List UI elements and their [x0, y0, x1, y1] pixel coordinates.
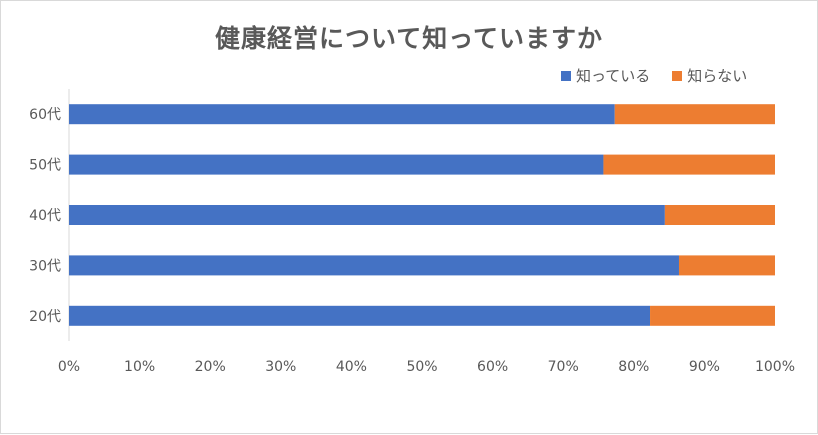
y-tick-label: 40代	[29, 208, 61, 224]
legend-item-unknown: 知らない	[672, 65, 747, 86]
x-tick-label: 70%	[548, 359, 579, 375]
bar-unknown-20代	[650, 305, 775, 326]
y-tick-label: 30代	[29, 258, 61, 274]
legend-item-known: 知っている	[561, 65, 650, 86]
y-tick-label: 20代	[29, 309, 61, 325]
x-tick-label: 30%	[265, 359, 296, 375]
chart-title: 健康経営について知っていますか	[214, 24, 603, 53]
bar-known-20代	[69, 305, 651, 326]
y-tick-label: 50代	[29, 158, 61, 174]
x-tick-label: 10%	[124, 359, 155, 375]
x-tick-label: 100%	[755, 359, 795, 375]
bar-unknown-60代	[614, 104, 775, 125]
bar-known-30代	[69, 255, 679, 276]
bar-unknown-50代	[603, 154, 775, 175]
y-tick-label: 60代	[29, 107, 61, 123]
legend-swatch-unknown	[672, 70, 683, 81]
legend-label-known: 知っている	[576, 67, 651, 85]
legend-label-unknown: 知らない	[687, 67, 748, 85]
bar-unknown-30代	[678, 255, 775, 276]
bar-known-40代	[69, 205, 665, 225]
x-tick-label: 60%	[477, 359, 508, 375]
x-tick-label: 50%	[406, 359, 437, 375]
legend-swatch-known	[561, 70, 571, 81]
bar-known-60代	[69, 104, 615, 125]
x-tick-label: 40%	[336, 359, 367, 375]
x-tick-label: 0%	[58, 359, 80, 375]
x-tick-label: 20%	[195, 359, 226, 375]
bar-unknown-40代	[664, 205, 775, 225]
x-tick-label: 80%	[618, 359, 649, 375]
chart-legend: 知っている 知らない	[561, 65, 769, 86]
bar-known-50代	[69, 154, 604, 175]
x-tick-label: 90%	[689, 359, 720, 375]
